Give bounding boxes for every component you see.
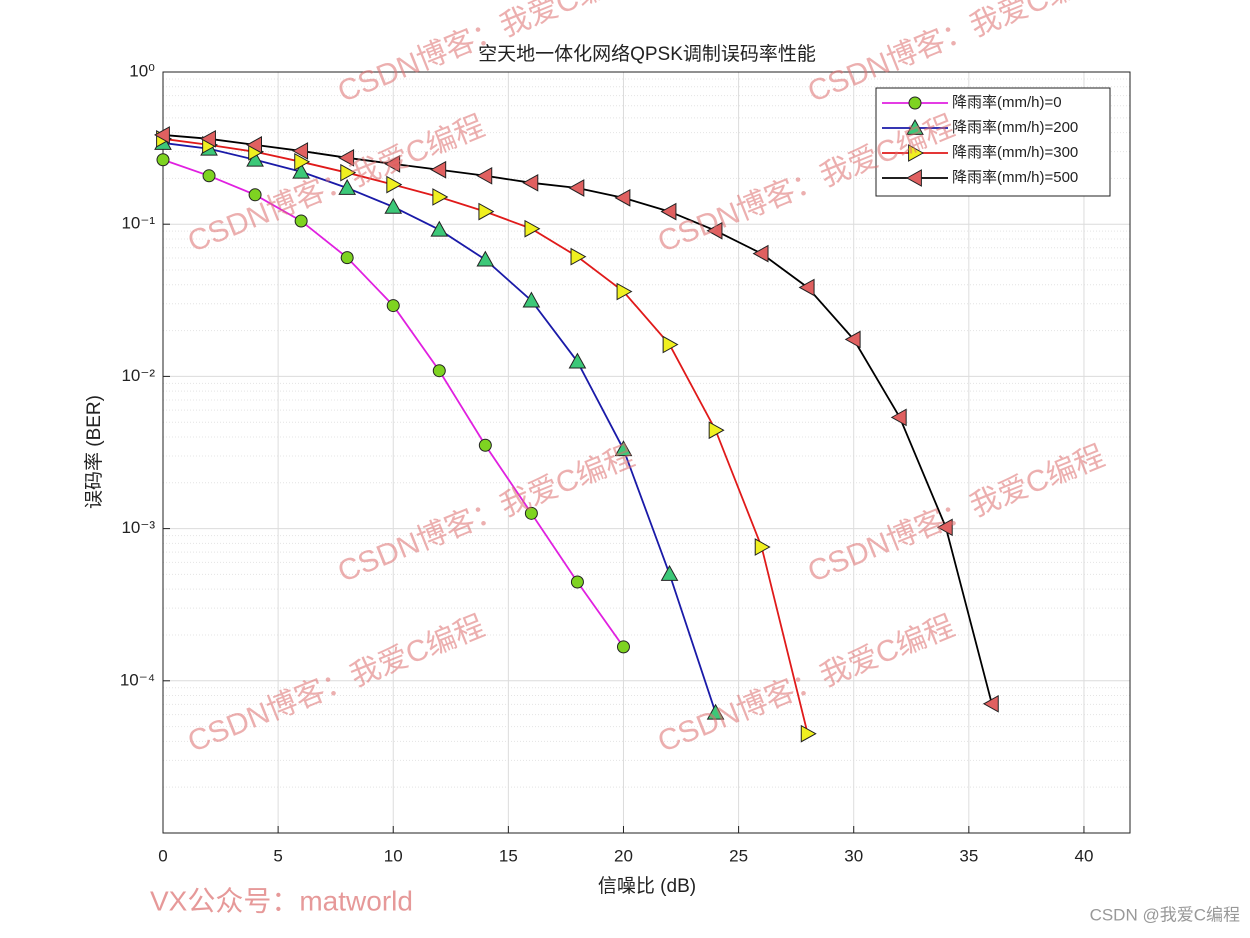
marker xyxy=(706,221,723,240)
y-tick-label: 10⁻¹ xyxy=(121,214,155,233)
marker xyxy=(660,564,679,581)
marker xyxy=(614,440,633,457)
marker xyxy=(570,247,587,266)
marker xyxy=(340,163,357,182)
x-tick-label: 10 xyxy=(384,846,403,865)
marker xyxy=(568,179,585,197)
marker xyxy=(568,352,587,369)
marker xyxy=(432,364,446,378)
marker xyxy=(570,575,584,589)
marker xyxy=(936,518,953,537)
legend-marker xyxy=(908,144,925,162)
marker xyxy=(384,155,401,173)
marker xyxy=(616,282,633,301)
marker xyxy=(246,136,262,154)
marker xyxy=(202,169,216,183)
x-tick-label: 5 xyxy=(273,846,282,865)
y-axis-label: 误码率 (BER) xyxy=(83,395,105,509)
x-tick-label: 40 xyxy=(1074,846,1093,865)
y-tick-label: 10⁻³ xyxy=(121,518,155,537)
marker xyxy=(614,188,631,207)
y-tick-label: 10⁰ xyxy=(129,61,155,80)
marker xyxy=(660,202,677,221)
marker xyxy=(522,173,539,192)
marker xyxy=(800,724,817,743)
x-tick-label: 20 xyxy=(614,846,633,865)
chart-title: 空天地一体化网络QPSK调制误码率性能 xyxy=(478,43,816,65)
marker xyxy=(384,197,403,214)
marker xyxy=(752,244,769,263)
marker xyxy=(430,220,449,237)
marker xyxy=(153,126,170,144)
x-tick-label: 15 xyxy=(499,846,518,865)
x-tick-label: 25 xyxy=(729,846,748,865)
marker xyxy=(616,640,630,654)
marker xyxy=(432,188,449,206)
marker xyxy=(708,421,725,440)
marker xyxy=(522,291,541,308)
legend-marker xyxy=(906,118,924,135)
marker xyxy=(386,299,400,313)
marker xyxy=(798,278,815,297)
marker xyxy=(292,142,309,160)
plot-frame xyxy=(162,71,1131,834)
marker xyxy=(340,251,354,265)
footer-credit: CSDN @我爱C编程 xyxy=(1090,905,1240,924)
marker xyxy=(662,335,679,354)
legend-label: 降雨率(mm/h)=200 xyxy=(952,119,1078,136)
marker xyxy=(982,694,999,713)
marker xyxy=(754,538,771,556)
marker xyxy=(292,162,310,179)
marker xyxy=(476,166,493,185)
marker xyxy=(248,188,262,202)
marker xyxy=(844,330,861,349)
marker xyxy=(524,506,538,520)
marker xyxy=(294,214,308,228)
marker xyxy=(476,250,495,267)
marker xyxy=(294,152,311,171)
y-tick-label: 10⁻⁴ xyxy=(120,670,155,689)
marker xyxy=(524,219,541,238)
marker xyxy=(338,148,355,167)
legend-label: 降雨率(mm/h)=500 xyxy=(952,169,1078,186)
marker xyxy=(478,438,492,452)
legend-label: 降雨率(mm/h)=300 xyxy=(952,144,1078,161)
marker xyxy=(156,153,170,167)
marker xyxy=(430,160,447,179)
marker xyxy=(706,703,725,720)
legend-marker xyxy=(908,96,922,110)
marker xyxy=(338,178,357,195)
marker xyxy=(386,175,403,194)
legend-label: 降雨率(mm/h)=0 xyxy=(952,94,1062,111)
x-axis-label: 信噪比 (dB) xyxy=(598,875,696,897)
footer-watermark: VX公众号：matworld xyxy=(150,885,413,916)
x-tick-label: 35 xyxy=(959,846,978,865)
x-tick-label: 0 xyxy=(158,846,167,865)
marker xyxy=(478,202,495,221)
y-tick-label: 10⁻² xyxy=(121,366,155,385)
marker xyxy=(200,129,216,148)
x-tick-label: 30 xyxy=(844,846,863,865)
marker xyxy=(890,408,907,427)
legend-marker xyxy=(905,169,922,187)
